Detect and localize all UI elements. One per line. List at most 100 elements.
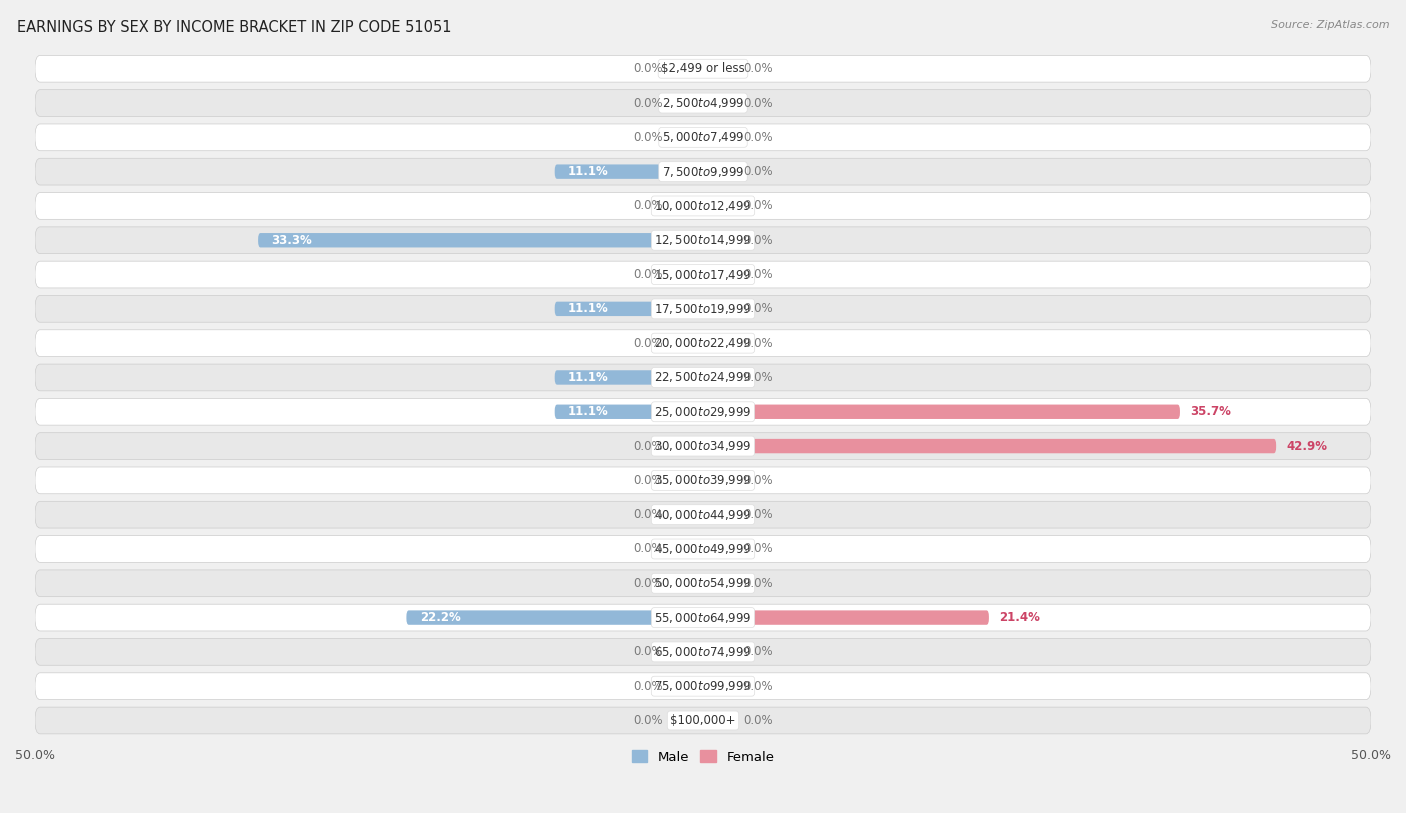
Text: 0.0%: 0.0%	[633, 337, 662, 350]
FancyBboxPatch shape	[703, 679, 737, 693]
Text: $55,000 to $64,999: $55,000 to $64,999	[654, 611, 752, 624]
FancyBboxPatch shape	[35, 536, 1371, 563]
FancyBboxPatch shape	[35, 467, 1371, 493]
Text: 11.1%: 11.1%	[568, 371, 609, 384]
FancyBboxPatch shape	[703, 130, 737, 145]
Text: 11.1%: 11.1%	[568, 302, 609, 315]
FancyBboxPatch shape	[703, 439, 1277, 454]
Text: $15,000 to $17,499: $15,000 to $17,499	[654, 267, 752, 281]
Text: 0.0%: 0.0%	[744, 714, 773, 727]
Text: 0.0%: 0.0%	[744, 268, 773, 281]
FancyBboxPatch shape	[703, 96, 737, 111]
FancyBboxPatch shape	[703, 198, 737, 213]
Text: 0.0%: 0.0%	[744, 234, 773, 247]
Text: 35.7%: 35.7%	[1191, 405, 1232, 418]
Text: $20,000 to $22,499: $20,000 to $22,499	[654, 336, 752, 350]
FancyBboxPatch shape	[703, 405, 737, 419]
FancyBboxPatch shape	[669, 405, 703, 419]
Text: 42.9%: 42.9%	[1286, 440, 1327, 453]
FancyBboxPatch shape	[35, 433, 1371, 459]
FancyBboxPatch shape	[669, 507, 703, 522]
FancyBboxPatch shape	[703, 302, 737, 316]
FancyBboxPatch shape	[703, 233, 737, 247]
Text: 0.0%: 0.0%	[744, 302, 773, 315]
FancyBboxPatch shape	[35, 89, 1371, 116]
Text: 0.0%: 0.0%	[744, 576, 773, 589]
FancyBboxPatch shape	[35, 570, 1371, 597]
FancyBboxPatch shape	[703, 336, 737, 350]
Text: 0.0%: 0.0%	[633, 646, 662, 659]
FancyBboxPatch shape	[35, 364, 1371, 391]
Text: 0.0%: 0.0%	[744, 131, 773, 144]
Text: 0.0%: 0.0%	[633, 474, 662, 487]
FancyBboxPatch shape	[35, 295, 1371, 322]
FancyBboxPatch shape	[669, 164, 703, 179]
Text: $2,499 or less: $2,499 or less	[661, 63, 745, 76]
FancyBboxPatch shape	[703, 507, 737, 522]
FancyBboxPatch shape	[703, 405, 1180, 419]
Text: 0.0%: 0.0%	[633, 714, 662, 727]
FancyBboxPatch shape	[669, 473, 703, 488]
Text: 0.0%: 0.0%	[633, 63, 662, 76]
Text: 0.0%: 0.0%	[633, 268, 662, 281]
FancyBboxPatch shape	[703, 576, 737, 590]
Text: $30,000 to $34,999: $30,000 to $34,999	[654, 439, 752, 453]
FancyBboxPatch shape	[555, 302, 703, 316]
Text: $22,500 to $24,999: $22,500 to $24,999	[654, 371, 752, 385]
Text: Source: ZipAtlas.com: Source: ZipAtlas.com	[1271, 20, 1389, 30]
Text: $2,500 to $4,999: $2,500 to $4,999	[662, 96, 744, 110]
Text: 0.0%: 0.0%	[744, 508, 773, 521]
FancyBboxPatch shape	[703, 713, 737, 728]
Text: 0.0%: 0.0%	[744, 165, 773, 178]
Text: 0.0%: 0.0%	[633, 440, 662, 453]
Text: 0.0%: 0.0%	[744, 680, 773, 693]
FancyBboxPatch shape	[669, 302, 703, 316]
FancyBboxPatch shape	[669, 336, 703, 350]
FancyBboxPatch shape	[669, 62, 703, 76]
Text: $17,500 to $19,999: $17,500 to $19,999	[654, 302, 752, 316]
FancyBboxPatch shape	[259, 233, 703, 247]
Text: 22.2%: 22.2%	[420, 611, 461, 624]
FancyBboxPatch shape	[35, 604, 1371, 631]
FancyBboxPatch shape	[703, 164, 737, 179]
FancyBboxPatch shape	[669, 233, 703, 247]
FancyBboxPatch shape	[669, 198, 703, 213]
FancyBboxPatch shape	[35, 159, 1371, 185]
FancyBboxPatch shape	[703, 439, 737, 454]
FancyBboxPatch shape	[35, 502, 1371, 528]
Text: $50,000 to $54,999: $50,000 to $54,999	[654, 576, 752, 590]
Text: 0.0%: 0.0%	[633, 542, 662, 555]
FancyBboxPatch shape	[555, 370, 703, 385]
FancyBboxPatch shape	[35, 673, 1371, 699]
FancyBboxPatch shape	[669, 713, 703, 728]
Text: EARNINGS BY SEX BY INCOME BRACKET IN ZIP CODE 51051: EARNINGS BY SEX BY INCOME BRACKET IN ZIP…	[17, 20, 451, 35]
FancyBboxPatch shape	[703, 62, 737, 76]
FancyBboxPatch shape	[406, 611, 703, 624]
Text: 33.3%: 33.3%	[271, 234, 312, 247]
FancyBboxPatch shape	[35, 193, 1371, 220]
Text: 0.0%: 0.0%	[744, 337, 773, 350]
FancyBboxPatch shape	[35, 55, 1371, 82]
FancyBboxPatch shape	[669, 96, 703, 111]
Text: 11.1%: 11.1%	[568, 165, 609, 178]
Text: $35,000 to $39,999: $35,000 to $39,999	[654, 473, 752, 487]
Text: $12,500 to $14,999: $12,500 to $14,999	[654, 233, 752, 247]
FancyBboxPatch shape	[669, 611, 703, 624]
Text: $25,000 to $29,999: $25,000 to $29,999	[654, 405, 752, 419]
Legend: Male, Female: Male, Female	[626, 745, 780, 769]
Text: 0.0%: 0.0%	[744, 542, 773, 555]
Text: $10,000 to $12,499: $10,000 to $12,499	[654, 199, 752, 213]
Text: 0.0%: 0.0%	[744, 371, 773, 384]
FancyBboxPatch shape	[555, 405, 703, 419]
FancyBboxPatch shape	[35, 398, 1371, 425]
Text: 0.0%: 0.0%	[633, 508, 662, 521]
FancyBboxPatch shape	[35, 124, 1371, 150]
Text: $40,000 to $44,999: $40,000 to $44,999	[654, 507, 752, 522]
Text: $75,000 to $99,999: $75,000 to $99,999	[654, 679, 752, 693]
FancyBboxPatch shape	[669, 541, 703, 556]
Text: $45,000 to $49,999: $45,000 to $49,999	[654, 542, 752, 556]
FancyBboxPatch shape	[35, 330, 1371, 357]
FancyBboxPatch shape	[669, 679, 703, 693]
Text: 0.0%: 0.0%	[744, 199, 773, 212]
FancyBboxPatch shape	[669, 576, 703, 590]
